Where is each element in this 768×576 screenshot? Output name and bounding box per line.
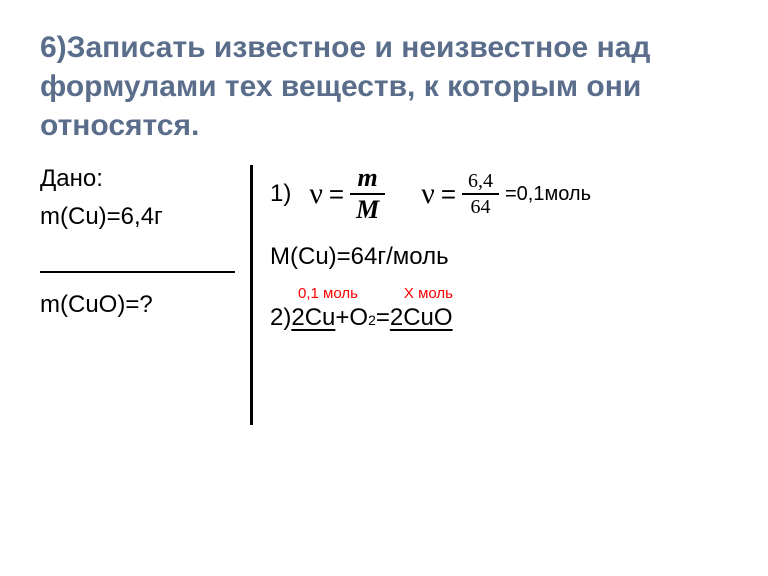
formula-nu-numeric: ν = 6,4 64 =0,1моль bbox=[421, 171, 591, 217]
given-label: Дано: bbox=[40, 165, 240, 193]
molar-mass-cu: M(Cu)=64г/моль bbox=[270, 243, 591, 271]
step1-result: =0,1моль bbox=[505, 183, 591, 206]
nu-symbol-2: ν bbox=[421, 177, 435, 211]
solution-column: 1) ν = m M ν = 6,4 64 =0,1моль bbox=[270, 165, 591, 332]
equals-1: = bbox=[329, 179, 344, 210]
step1-row: 1) ν = m M ν = 6,4 64 =0,1моль bbox=[270, 165, 591, 223]
eq-product-cuo: 2CuO bbox=[390, 304, 453, 332]
frac1-numerator: m bbox=[352, 165, 384, 193]
eq-plus-o: +O bbox=[335, 304, 368, 332]
content-area: Дано: m(Cu)=6,4г m(CuO)=? 1) ν = m M ν = bbox=[40, 165, 728, 332]
nu-symbol-1: ν bbox=[309, 177, 323, 211]
frac2-denominator: 64 bbox=[465, 195, 497, 217]
given-divider bbox=[40, 271, 235, 273]
eq-subscript-o2: 2 bbox=[368, 312, 376, 328]
slide-title: 6)Записать известное и неизвестное над ф… bbox=[40, 28, 728, 145]
step1-number: 1) bbox=[270, 180, 291, 208]
frac2-numerator: 6,4 bbox=[462, 171, 499, 193]
eq-equals: = bbox=[376, 304, 390, 332]
chemical-equation: 2) 2Cu +O 2 = 2CuO bbox=[270, 304, 591, 332]
given-column: Дано: m(Cu)=6,4г m(CuO)=? bbox=[40, 165, 240, 332]
vertical-divider bbox=[250, 165, 253, 425]
frac1-denominator: M bbox=[350, 195, 385, 223]
fraction-m-over-M: m M bbox=[350, 165, 385, 223]
find-label: m(CuO)=? bbox=[40, 291, 240, 319]
step2-number: 2) bbox=[270, 304, 291, 332]
formula-nu-general: ν = m M bbox=[309, 165, 385, 223]
given-mass-cu: m(Cu)=6,4г bbox=[40, 203, 240, 231]
eq-reactant-cu: 2Cu bbox=[291, 304, 335, 332]
annotation-unknown: Х моль bbox=[404, 285, 453, 302]
annotation-known: 0,1 моль bbox=[298, 285, 358, 302]
equals-2: = bbox=[441, 179, 456, 210]
fraction-numeric: 6,4 64 bbox=[462, 171, 499, 217]
annotation-row: 0,1 моль Х моль bbox=[298, 285, 591, 302]
